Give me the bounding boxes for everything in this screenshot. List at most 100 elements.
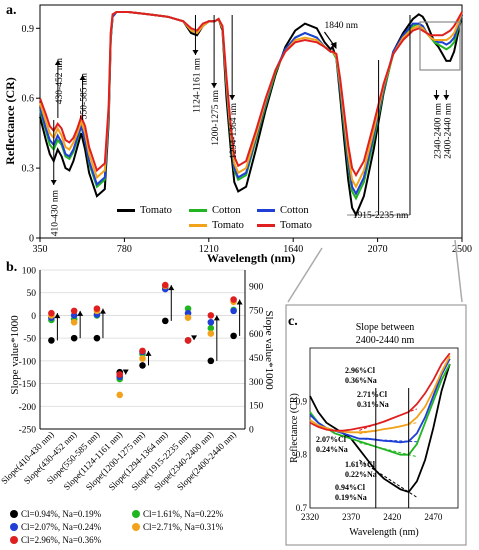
slope-point xyxy=(207,330,215,337)
panel-a-ylabel: Reflectance (CR) xyxy=(3,77,17,165)
y-tick-label: -250 xyxy=(19,426,37,436)
trend-arrow-icon xyxy=(122,369,129,375)
legend-swatch-green xyxy=(189,209,207,212)
legend-swatch-orange xyxy=(189,224,207,227)
annotation-label: 1915-2235 nm xyxy=(353,211,409,221)
panel-a-zoom-box xyxy=(419,21,461,71)
panel-a-xlabel: Wavelength (nm) xyxy=(207,251,295,265)
panel-b-legend: Cl=0.94%, Na=0.19% Cl=1.61%, Na=0.22% Cl… xyxy=(2,509,282,549)
y-tick-label: 0 xyxy=(31,312,36,322)
legend-b-item-4: Cl=2.96%, Na=0.36% xyxy=(10,535,101,545)
x-tick-label: 2420 xyxy=(383,512,402,522)
slope-dashed-line xyxy=(359,459,418,498)
panel-c-ylabel: Reflectance (CR) xyxy=(289,393,300,463)
concentration-label: 0.36%Na xyxy=(345,376,377,385)
annotation-label: 1294-1364 nm xyxy=(229,102,239,158)
panel-b-label: b. xyxy=(6,260,17,275)
legend-b-item-1: Cl=1.61%, Na=0.22% xyxy=(132,509,223,519)
trend-arrow-icon xyxy=(145,350,152,356)
arrow-down-icon xyxy=(433,95,440,100)
legend-swatch-red xyxy=(257,224,275,227)
arrow-icon xyxy=(330,42,337,49)
y2-tick-label: 0 xyxy=(249,426,254,436)
slope-point xyxy=(48,337,55,344)
spectrum-line-0 xyxy=(39,11,463,217)
legend-item-2: Cotton xyxy=(257,205,309,216)
y-tick-label: -50 xyxy=(23,335,36,345)
trend-arrow-icon xyxy=(99,308,106,314)
slope-point xyxy=(70,312,78,319)
annotation-label: 430-452 nm xyxy=(55,57,65,104)
slope-point xyxy=(139,362,146,369)
panel-c-frame xyxy=(285,304,467,546)
annotation-label: 550-585 nm xyxy=(80,72,90,119)
legend-item-0: Tomato xyxy=(117,205,172,216)
y-tick-label: 0.3 xyxy=(22,164,35,175)
slope-point xyxy=(207,324,215,332)
y2-tick-label: 150 xyxy=(249,402,264,412)
legend-dot-black xyxy=(10,510,18,518)
trend-arrow-icon xyxy=(168,285,175,291)
y2-tick-label: 300 xyxy=(249,378,264,388)
trend-arrow-icon xyxy=(191,335,198,341)
legend-label: Tomato xyxy=(280,220,312,231)
slope-point xyxy=(139,347,146,355)
annotation-label: 410-430 nm xyxy=(51,189,61,236)
legend-item-4: Tomato xyxy=(257,220,312,231)
annotation-label: 2400-2440 nm xyxy=(443,102,453,158)
y2-tick-label: 450 xyxy=(249,354,264,364)
spectrum-line-3 xyxy=(39,11,463,189)
panel-c-xlabel: Wavelength (nm) xyxy=(349,527,418,538)
y-tick-label: 0.8 xyxy=(296,450,308,460)
arrow-down-icon xyxy=(229,95,236,100)
concentration-label: 1.61%Cl xyxy=(345,460,376,469)
slope-point xyxy=(207,312,215,319)
arrow-up-icon xyxy=(79,75,86,80)
y-tick-label: 100 xyxy=(22,267,37,277)
panel-c-title-line2: 2400-2440 nm xyxy=(356,335,415,346)
slope-point xyxy=(207,318,215,326)
legend-label: Tomato xyxy=(140,205,172,216)
legend-item-1: Cotton xyxy=(189,205,241,216)
legend-item-3: Tomato xyxy=(189,220,244,231)
panel-c-label: c. xyxy=(288,314,298,329)
panel-b-y2label: Slope value*1000 xyxy=(263,310,275,390)
panel-a-legend: Tomato Cotton Cotton Tomato Tomato xyxy=(117,205,329,237)
zoom-connector-right xyxy=(454,239,463,303)
slope-dashed-line xyxy=(359,408,418,431)
slope-point xyxy=(116,371,124,378)
legend-b-item-3: Cl=2.71%, Na=0.31% xyxy=(132,522,223,532)
concentration-label: 0.94%Cl xyxy=(335,483,366,492)
legend-swatch-black xyxy=(117,209,135,212)
concentration-label: 2.07%Cl xyxy=(316,435,347,444)
trend-arrow-icon xyxy=(77,310,84,316)
slope-point xyxy=(184,305,192,312)
legend-b-label: Cl=2.07%, Na=0.24% xyxy=(21,522,102,532)
y2-tick-label: 600 xyxy=(249,330,264,340)
slope-point xyxy=(70,307,78,315)
legend-dot-blue xyxy=(10,523,18,531)
panel-c-plot-area xyxy=(309,347,459,509)
slope-point xyxy=(139,355,146,362)
x-tick-label: 1210 xyxy=(199,244,219,255)
x-tick-label: 780 xyxy=(117,244,132,255)
x-tick-label: 1640 xyxy=(283,244,303,255)
annotation-label: 1840 nm xyxy=(324,21,358,31)
panel-b-ylabel: Slope value*1000 xyxy=(9,315,21,395)
panel-c-title-line1: Slope between xyxy=(356,322,415,333)
legend-label: Cotton xyxy=(280,205,309,216)
slope-point xyxy=(207,357,215,365)
annotation-label: 2340-2400 nm xyxy=(433,102,443,158)
y-tick-label: 0.9 xyxy=(296,396,308,406)
arrow-down-icon xyxy=(443,95,450,100)
y-tick-label: -200 xyxy=(19,403,37,413)
spectrum-line-2 xyxy=(39,11,463,196)
arrow-down-icon xyxy=(50,180,57,185)
slope-point xyxy=(230,307,237,315)
concentration-label: 2.96%Cl xyxy=(345,366,376,375)
y-tick-label: -100 xyxy=(19,357,37,367)
slope-point xyxy=(184,309,192,317)
legend-swatch-blue xyxy=(257,209,275,212)
y-tick-label: 50 xyxy=(27,289,37,299)
slope-point xyxy=(70,318,78,326)
